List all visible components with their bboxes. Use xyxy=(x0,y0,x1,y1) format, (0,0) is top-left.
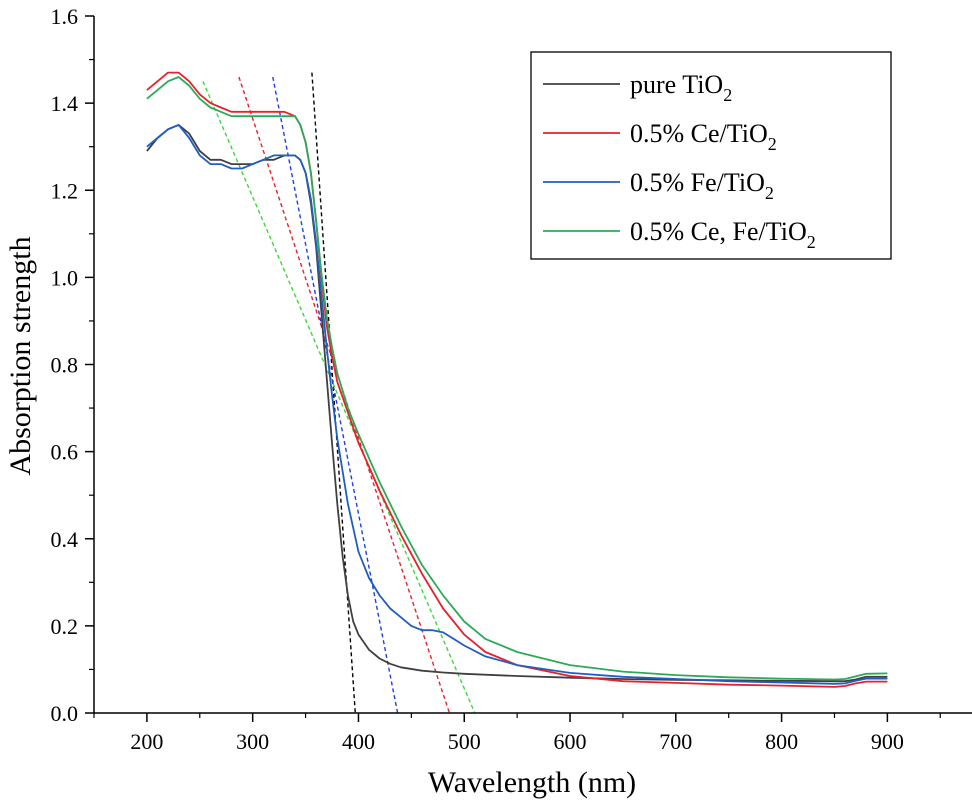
axes: 200 300 400 500 600 700 800 900 0.0 0.2 0.4 0.6 0.8… xyxy=(51,4,972,754)
series-line xyxy=(146,124,888,685)
tangent-line xyxy=(202,81,476,714)
legend-label: 0.5% Ce/TiO2 xyxy=(630,119,777,154)
x-tick-label: 300 xyxy=(236,729,269,754)
x-tick-label: 900 xyxy=(871,729,904,754)
legend-label: 0.5% Ce, Fe/TiO2 xyxy=(630,217,816,252)
series-line xyxy=(146,71,888,688)
x-tick-label: 600 xyxy=(554,729,587,754)
y-tick-label: 1.0 xyxy=(51,265,79,290)
legend-box xyxy=(530,51,892,260)
y-tick-label: 0.8 xyxy=(51,353,79,378)
y-tick-label: 1.6 xyxy=(51,4,79,29)
y-tick-label: 1.2 xyxy=(51,178,79,203)
x-axis-title: Wavelength (nm) xyxy=(428,766,636,799)
legend-label: 0.5% Fe/TiO2 xyxy=(630,168,774,203)
x-tick-label: 400 xyxy=(342,729,375,754)
x-tick-label: 200 xyxy=(130,729,163,754)
series-line xyxy=(146,124,888,683)
plot-area xyxy=(146,71,888,714)
y-tick-label: 1.4 xyxy=(51,91,79,116)
x-tick-label: 700 xyxy=(659,729,692,754)
y-tick-label: 0.2 xyxy=(51,614,79,639)
legend-label: pure TiO2 xyxy=(630,70,732,105)
series-line xyxy=(146,76,888,681)
tangent-line xyxy=(272,76,399,714)
y-ticks: 0.0 0.2 0.4 0.6 0.8 1.0 1.2 1.4 1.6 xyxy=(51,4,94,726)
y-axis-title: Absorption strength xyxy=(4,236,37,475)
legend: pure TiO2 0.5% Ce/TiO2 0.5% Fe/TiO2 0.5% Ce… xyxy=(530,51,892,260)
tangent-line xyxy=(311,72,356,714)
y-tick-label: 0.0 xyxy=(51,701,79,726)
x-tick-label: 500 xyxy=(448,729,481,754)
y-tick-label: 0.4 xyxy=(51,527,79,552)
x-ticks: 200 300 400 500 600 700 800 900 xyxy=(93,713,941,754)
y-tick-label: 0.6 xyxy=(51,440,79,465)
x-tick-label: 800 xyxy=(765,729,798,754)
